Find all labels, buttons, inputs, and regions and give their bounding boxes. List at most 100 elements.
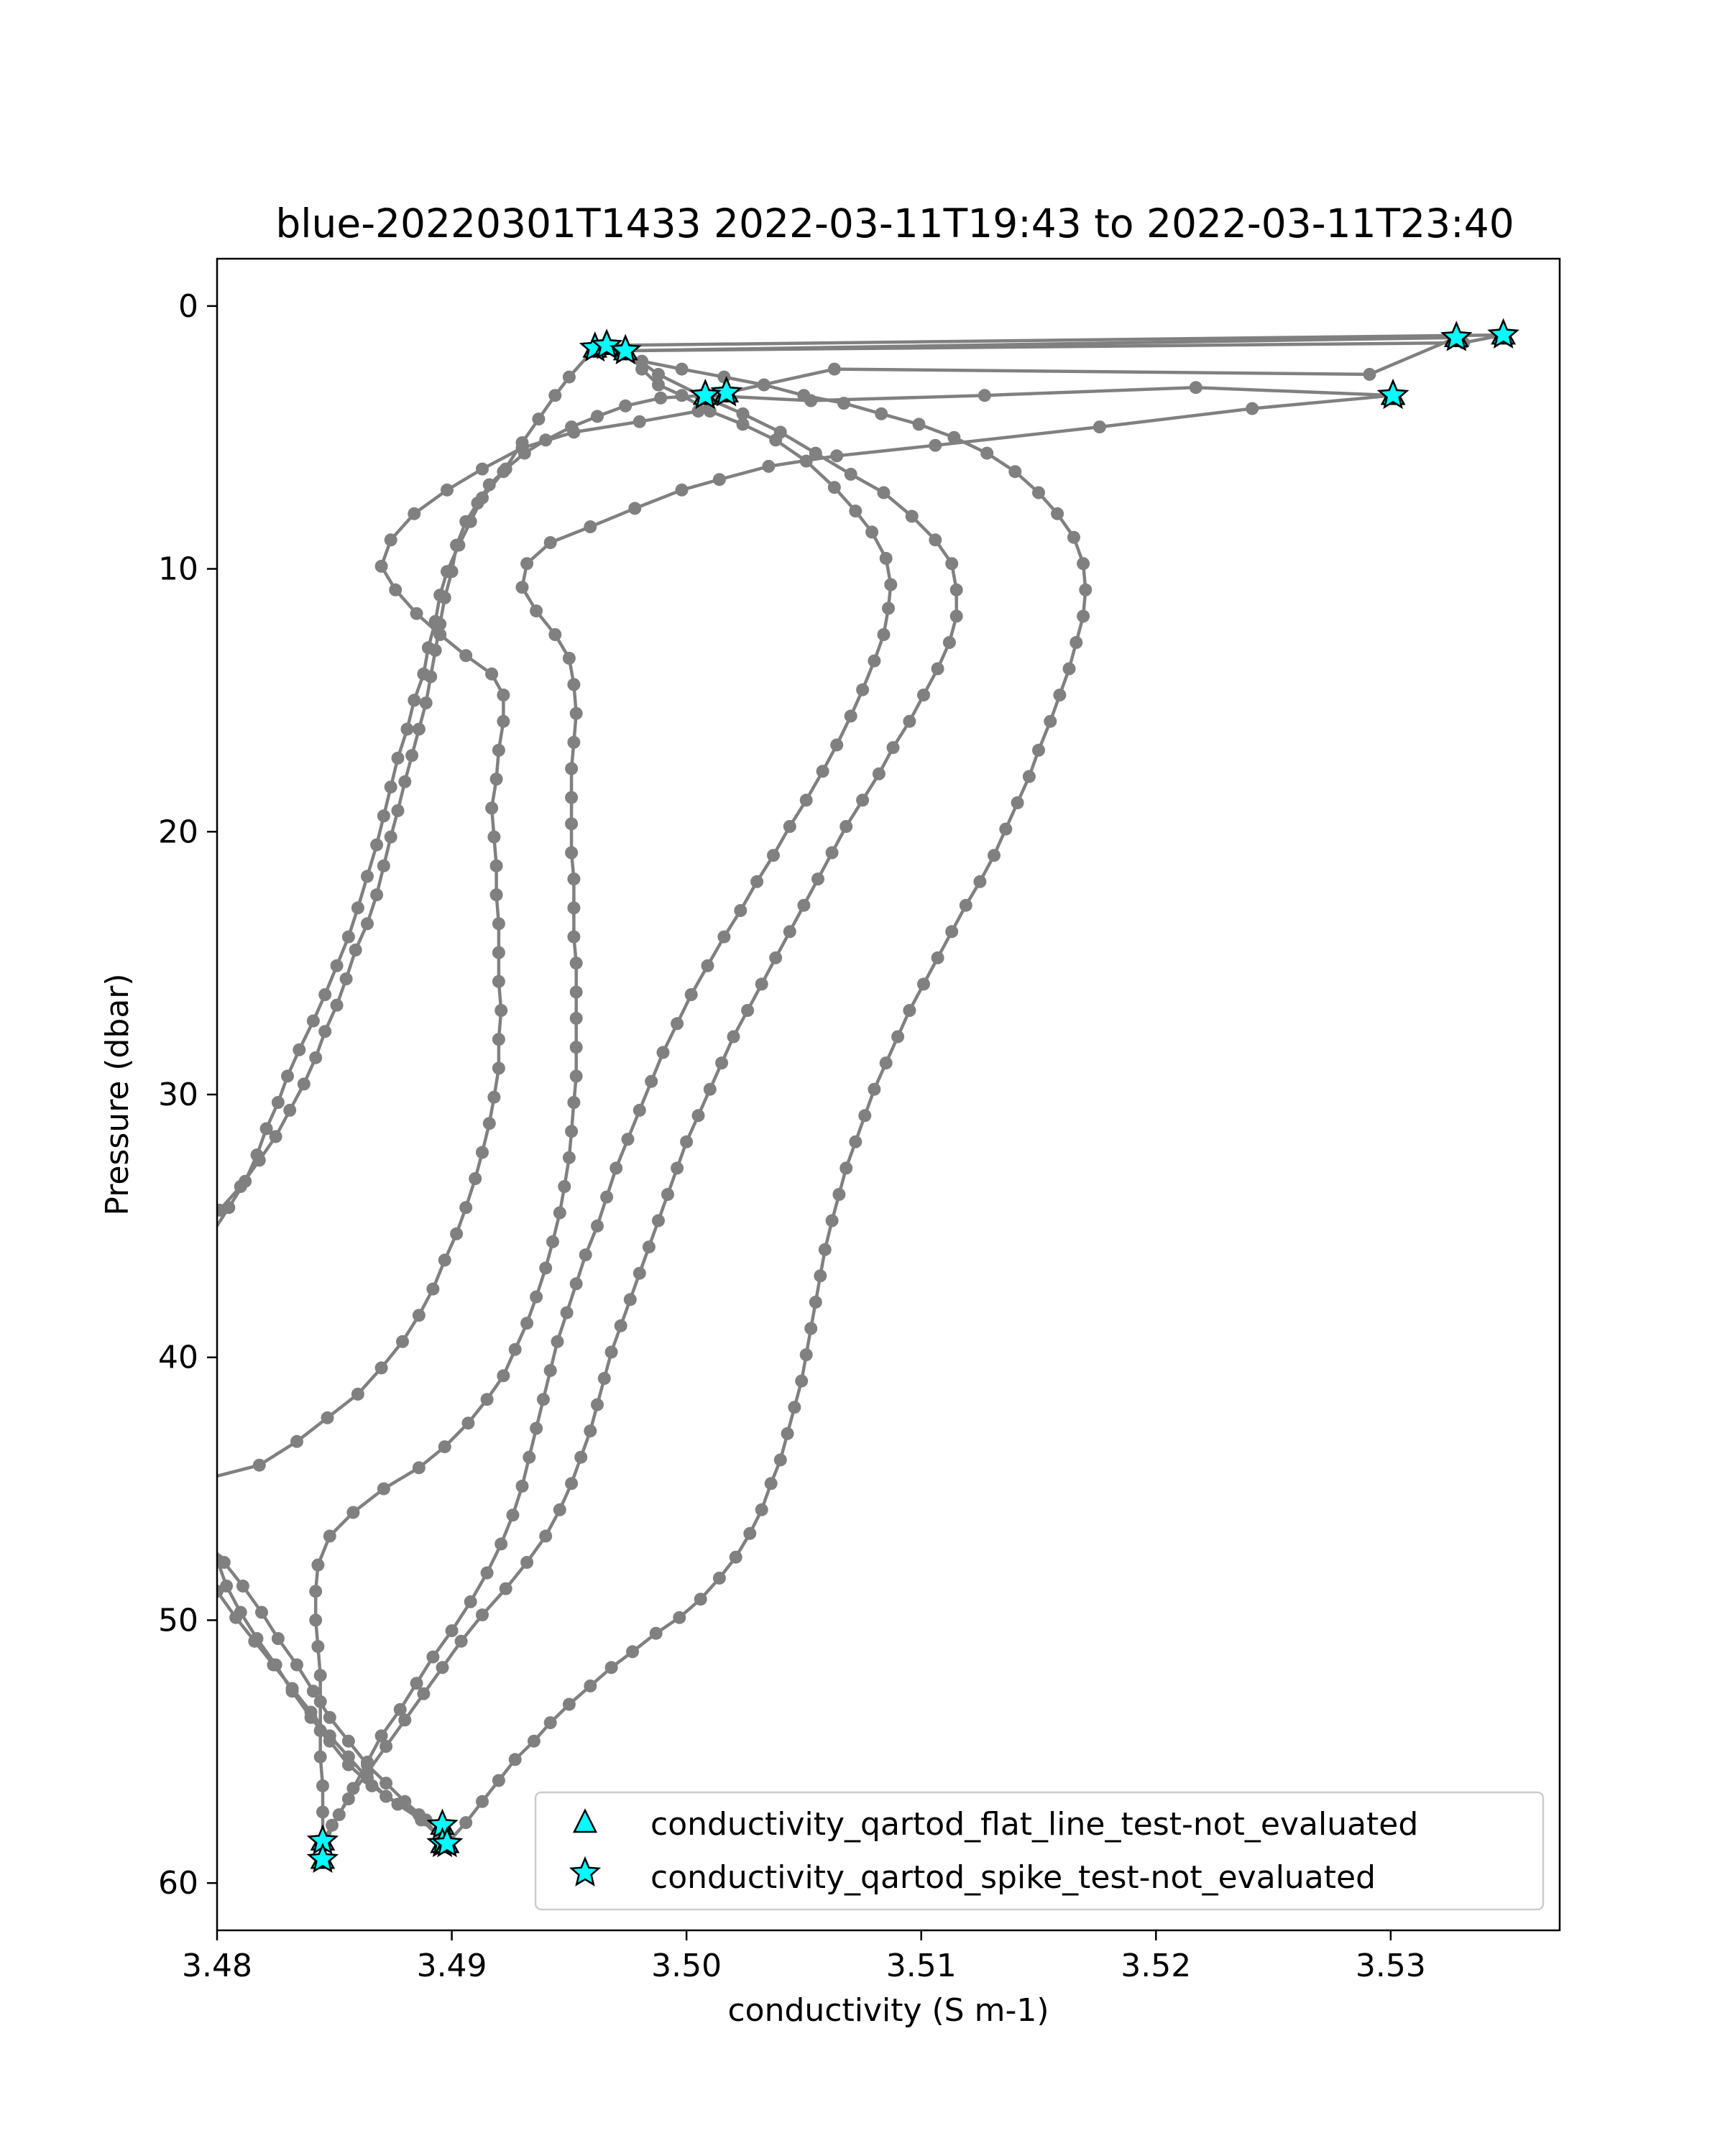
data-point — [652, 378, 665, 392]
data-point — [680, 1135, 694, 1148]
data-point — [341, 1734, 355, 1748]
data-point — [741, 1004, 755, 1017]
data-point — [361, 917, 374, 931]
data-point — [391, 751, 405, 765]
data-point — [450, 1227, 464, 1240]
data-point — [1008, 465, 1022, 479]
data-point — [1189, 381, 1202, 395]
data-point — [400, 722, 414, 736]
data-point — [346, 1506, 360, 1519]
data-point — [398, 1713, 412, 1727]
data-point — [323, 1734, 336, 1748]
data-point — [384, 533, 397, 547]
data-point — [410, 607, 423, 620]
data-point — [858, 1109, 872, 1123]
data-point — [391, 804, 405, 817]
data-point — [736, 407, 750, 420]
data-point — [374, 1361, 388, 1375]
data-point — [903, 714, 916, 728]
data-point — [492, 1033, 505, 1046]
data-point — [459, 515, 473, 528]
y-tick-label: 0 — [178, 288, 198, 325]
data-point — [313, 1669, 327, 1682]
data-point — [567, 872, 581, 886]
data-point — [351, 1387, 364, 1401]
data-point — [703, 1082, 717, 1096]
data-point — [175, 1511, 188, 1524]
data-point — [565, 420, 579, 434]
data-point — [152, 1511, 165, 1524]
data-point — [891, 1030, 905, 1044]
data-point — [255, 1606, 268, 1619]
data-point — [649, 1626, 663, 1640]
data-point — [441, 483, 454, 497]
data-point — [917, 977, 930, 991]
data-point — [166, 1280, 179, 1293]
data-point — [464, 1595, 477, 1608]
data-point — [145, 1493, 158, 1506]
data-point — [398, 775, 412, 788]
data-point — [438, 591, 451, 604]
data-point — [562, 1151, 576, 1164]
data-point — [886, 741, 900, 755]
data-point — [194, 1475, 207, 1488]
data-point — [539, 1529, 553, 1543]
data-point — [553, 1206, 566, 1220]
data-point — [959, 898, 972, 912]
data-point — [384, 830, 397, 844]
data-point — [750, 875, 764, 888]
data-point — [755, 1503, 768, 1516]
data-point — [112, 1359, 125, 1372]
data-point — [412, 1309, 426, 1322]
data-point — [485, 801, 499, 815]
data-point — [773, 1453, 787, 1467]
data-point — [929, 533, 942, 547]
data-point — [377, 809, 390, 823]
x-tick-label: 3.51 — [886, 1948, 957, 1984]
data-point — [717, 930, 731, 944]
data-point — [190, 1448, 203, 1461]
data-point — [569, 1069, 583, 1083]
data-point — [600, 1190, 614, 1204]
data-point — [562, 1697, 576, 1711]
data-point — [1079, 583, 1092, 596]
data-point — [250, 1632, 264, 1645]
data-point — [597, 1372, 611, 1385]
data-point — [482, 1117, 496, 1130]
data-point — [341, 1792, 355, 1806]
data-point — [980, 446, 994, 460]
data-point — [712, 1571, 726, 1585]
spike-flag-marker — [306, 1843, 339, 1874]
data-point — [691, 1109, 705, 1123]
data-point — [313, 1750, 327, 1764]
data-point — [727, 1030, 740, 1044]
data-point — [1070, 636, 1083, 649]
data-point — [884, 578, 898, 591]
data-point — [844, 467, 857, 481]
data-point — [1246, 402, 1259, 415]
legend-star-marker-icon — [569, 1856, 602, 1886]
data-point — [584, 1424, 597, 1438]
data-point — [816, 765, 829, 778]
data-point — [405, 749, 419, 763]
data-point — [632, 1103, 646, 1117]
legend: conductivity_qartod_flat_line_test-not_e… — [534, 1791, 1545, 1911]
data-point — [391, 1797, 405, 1811]
data-point — [755, 977, 768, 991]
data-point — [361, 1755, 374, 1769]
data-point — [365, 1779, 379, 1792]
data-point — [480, 1566, 494, 1580]
data-point — [1032, 743, 1045, 757]
data-point — [675, 362, 689, 376]
x-tick-label: 3.50 — [651, 1948, 722, 1984]
data-point — [945, 557, 959, 571]
data-point — [1077, 609, 1090, 623]
data-point — [579, 1248, 592, 1262]
data-point — [316, 1779, 329, 1792]
data-point — [917, 688, 930, 702]
data-point — [201, 1501, 214, 1514]
data-point — [326, 1818, 339, 1832]
data-point — [849, 505, 862, 518]
data-point — [856, 683, 870, 696]
data-point — [567, 901, 581, 915]
